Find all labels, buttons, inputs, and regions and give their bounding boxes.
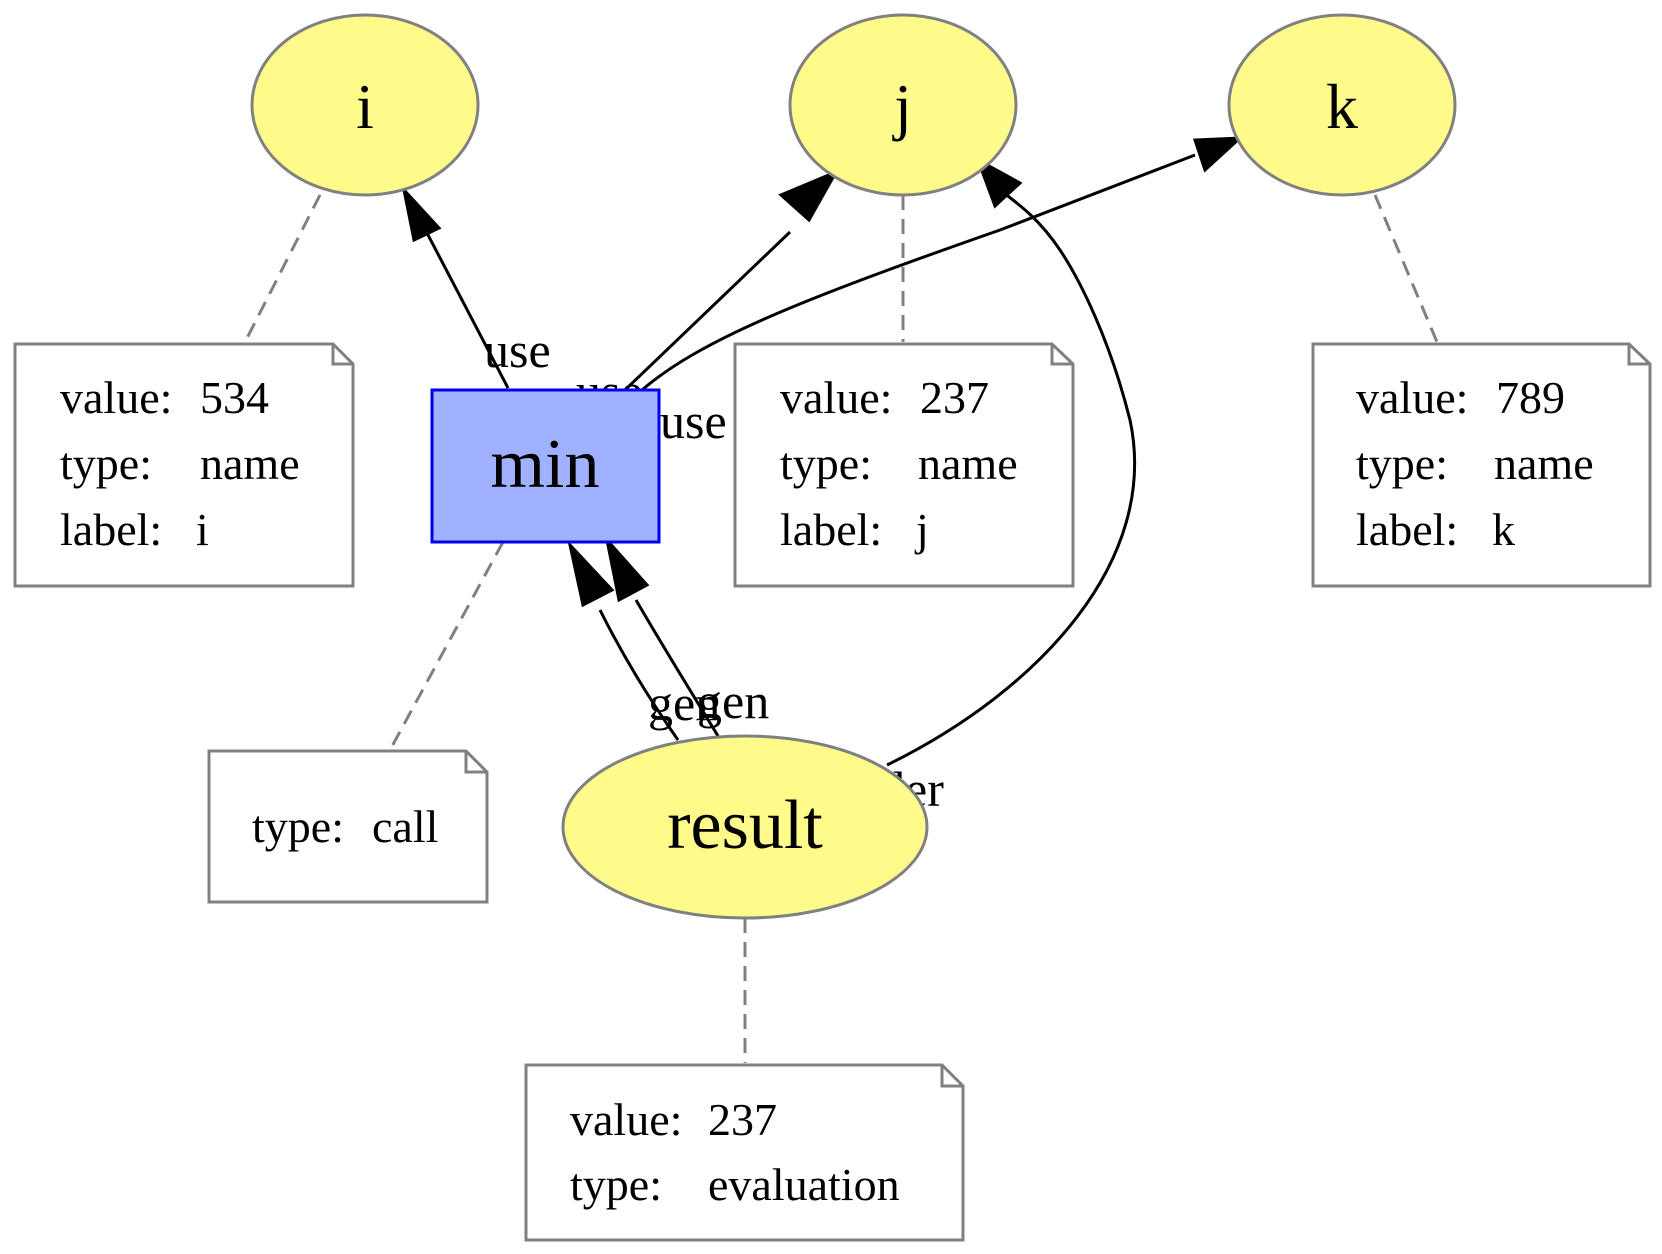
arrowhead xyxy=(975,156,1023,209)
edge-min-to-i[interactable] xyxy=(401,185,510,389)
note-i-line-2: type: name xyxy=(60,438,300,489)
note-k-line-3: label: k xyxy=(1356,504,1515,555)
node-label-k: k xyxy=(1326,71,1358,142)
edge-result-to-min-1[interactable] xyxy=(567,539,680,741)
note-result-line-1: value: 237 xyxy=(570,1094,777,1145)
note-k-line-1: value: 789 xyxy=(1356,372,1565,423)
edge-label-result-min-2: gen xyxy=(697,673,769,729)
arrowhead xyxy=(1192,136,1245,173)
note-i-line-1: value: 534 xyxy=(60,372,269,423)
connector-min-note xyxy=(388,541,505,751)
note-j-line-2: type: name xyxy=(780,438,1018,489)
note-min: type: call xyxy=(207,749,489,904)
arrowhead xyxy=(567,539,615,608)
node-label-i: i xyxy=(356,71,374,142)
node-i[interactable]: i xyxy=(250,13,480,197)
node-label-result: result xyxy=(667,787,823,864)
edge-label-min-i: use xyxy=(484,322,551,378)
arrowhead xyxy=(401,185,442,243)
arrowhead xyxy=(778,168,840,223)
node-min[interactable]: min xyxy=(430,388,661,544)
note-min-line-1: type: call xyxy=(252,801,438,852)
edge-min-to-j[interactable] xyxy=(623,168,840,392)
arrowhead xyxy=(604,534,650,603)
node-k[interactable]: k xyxy=(1227,13,1457,197)
note-k: value: 789 type: name label: k xyxy=(1311,342,1652,588)
node-result[interactable]: result xyxy=(561,734,929,920)
note-result-line-2: type: evaluation xyxy=(570,1159,900,1210)
note-i-line-3: label: i xyxy=(60,504,209,555)
note-connectors xyxy=(243,194,1439,1063)
note-j-line-3: label: j xyxy=(780,504,929,555)
edge-label-min-k: use xyxy=(660,393,727,449)
note-j: value: 237 type: name label: j xyxy=(733,342,1075,588)
note-result: value: 237 type: evaluation xyxy=(524,1063,965,1242)
connector-k-note xyxy=(1373,194,1439,343)
node-label-min: min xyxy=(491,426,600,503)
edge-min-to-k[interactable] xyxy=(641,136,1245,392)
node-label-j: j xyxy=(892,71,912,142)
connector-i-note xyxy=(243,194,322,343)
edges xyxy=(401,136,1245,767)
edge-result-to-min-2[interactable] xyxy=(604,534,720,737)
node-j[interactable]: j xyxy=(788,13,1018,197)
note-i: value: 534 type: name label: i xyxy=(13,342,355,588)
edge-label-result-min-1: gen xyxy=(648,675,720,731)
note-k-line-2: type: name xyxy=(1356,438,1594,489)
edge-result-to-j[interactable] xyxy=(886,156,1137,767)
note-j-line-1: value: 237 xyxy=(780,372,989,423)
